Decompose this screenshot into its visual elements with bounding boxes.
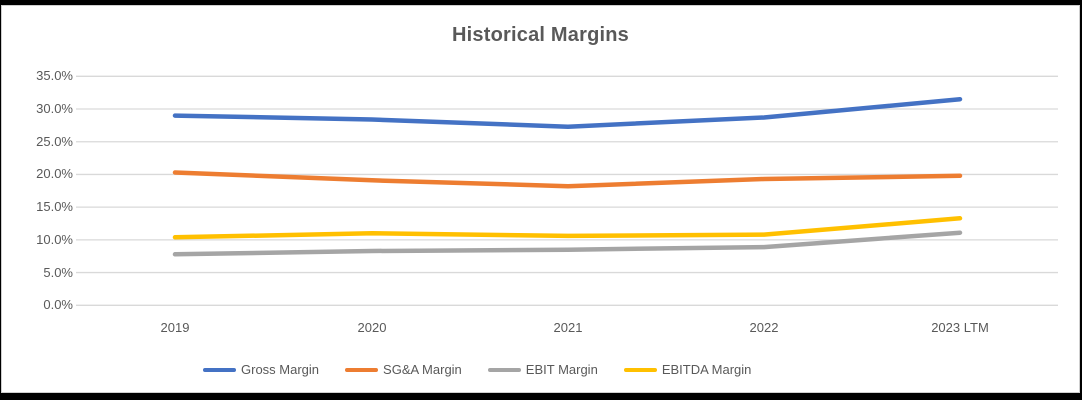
y-tick-label: 15.0% bbox=[36, 199, 73, 215]
plot-area bbox=[76, 75, 1058, 306]
legend-label: Gross Margin bbox=[241, 362, 320, 377]
y-tick-label: 10.0% bbox=[36, 231, 73, 247]
x-tick-label-2020: 2020 bbox=[357, 320, 387, 335]
legend-item-ebitda-margin[interactable]: EBITDA Margin bbox=[623, 362, 752, 377]
legend-item-gross-margin[interactable]: Gross Margin bbox=[203, 362, 319, 377]
legend-item-sg-a-margin[interactable]: SG&A Margin bbox=[345, 362, 462, 377]
chart-panel[interactable]: Historical Margins 0.0% 5.0% 10.0% 15.0% 20.… bbox=[1, 5, 1080, 393]
y-tick-label: 25.0% bbox=[36, 133, 73, 149]
legend-swatch-ebit-margin bbox=[487, 367, 521, 372]
series-line-ebitda-margin[interactable] bbox=[172, 216, 963, 240]
series-line-sg-a-margin[interactable] bbox=[172, 170, 963, 189]
y-tick-label: 5.0% bbox=[43, 264, 73, 280]
legend-swatch-sg-a-margin bbox=[345, 367, 379, 372]
y-tick-label: 35.0% bbox=[36, 68, 73, 84]
y-tick-label: 30.0% bbox=[36, 101, 73, 116]
x-tick-label-2021: 2021 bbox=[553, 320, 583, 335]
x-tick-label-2022: 2022 bbox=[749, 320, 779, 335]
legend-label: EBIT Margin bbox=[525, 362, 598, 377]
y-tick-label: 0.0% bbox=[43, 297, 73, 313]
legend: Gross Margin SG&A Margin EBIT Margin EBITDA… bbox=[203, 362, 751, 377]
legend-swatch-ebitda-margin bbox=[623, 367, 657, 372]
x-tick-label-2019: 2019 bbox=[160, 320, 190, 335]
series-line-gross-margin[interactable] bbox=[172, 96, 963, 129]
legend-item-ebit-margin[interactable]: EBIT Margin bbox=[487, 362, 598, 377]
legend-label: SG&A Margin bbox=[383, 362, 462, 377]
series-line-ebit-margin[interactable] bbox=[172, 230, 963, 257]
x-tick-label-2023-ltm: 2023 LTM bbox=[931, 320, 989, 335]
legend-swatch-gross-margin bbox=[203, 367, 236, 372]
y-tick-label: 20.0% bbox=[36, 166, 73, 182]
chart-title: Historical Margins bbox=[452, 24, 629, 46]
legend-label: EBITDA Margin bbox=[661, 362, 752, 377]
